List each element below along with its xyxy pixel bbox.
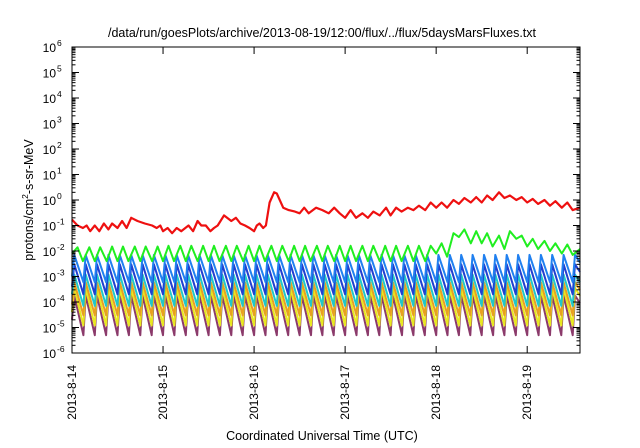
- x-tick-label: 2013-8-15: [156, 365, 170, 420]
- y-axis: 10 -610 -510 -410 -310 -210 -110 010 110 210 310 41…: [43, 38, 580, 361]
- x-tick-label: 2013-8-19: [520, 365, 534, 420]
- series-line-8: [71, 191, 581, 235]
- y-tick-label-base: 10: [43, 41, 57, 55]
- y-tick-label-base: 10: [43, 67, 57, 81]
- y-tick-label-base: 10: [43, 169, 57, 183]
- y-tick-label-exponent: -6: [57, 344, 65, 354]
- y-tick-label: 10: [43, 143, 57, 157]
- y-tick-label-exponent: -3: [57, 268, 65, 278]
- y-tick-label: 10: [43, 92, 57, 106]
- y-tick-label-exponent: -2: [57, 242, 65, 252]
- x-axis: 2013-8-14 2013-8-15 2013-8-16 2013-8-17 2013…: [65, 47, 534, 420]
- x-tick-label: 2013-8-14: [65, 365, 79, 420]
- y-axis-label-suffix: -s-sr-MeV: [22, 139, 36, 195]
- y-tick-label: 10: [43, 245, 57, 259]
- y-tick-label: 10: [43, 67, 57, 81]
- y-tick-label-exponent: 2: [57, 140, 62, 150]
- x-tick-label: 2013-8-16: [247, 365, 261, 420]
- y-tick-label: 10: [43, 194, 57, 208]
- y-tick-label: 10: [43, 169, 57, 183]
- y-tick-label-base: 10: [43, 194, 57, 208]
- y-tick-label-base: 10: [43, 322, 57, 336]
- y-tick-label: 10: [43, 271, 57, 285]
- y-tick-label-exponent: 6: [57, 38, 62, 48]
- y-tick-label-exponent: 0: [57, 191, 62, 201]
- series-line-7: [71, 228, 581, 263]
- y-tick-label-exponent: -4: [57, 293, 65, 303]
- y-tick-label-base: 10: [43, 118, 57, 132]
- chart-title: /data/run/goesPlots/archive/2013-08-19/1…: [108, 26, 537, 40]
- y-tick-label: 10: [43, 296, 57, 310]
- y-tick-label-base: 10: [43, 296, 57, 310]
- y-tick-label-base: 10: [43, 220, 57, 234]
- y-tick-label-exponent: 3: [57, 115, 62, 125]
- y-tick-label-exponent: 5: [57, 64, 62, 74]
- series-layer: [71, 191, 581, 337]
- y-tick-label-exponent: 4: [57, 89, 62, 99]
- y-tick-label-base: 10: [43, 271, 57, 285]
- y-tick-label-base: 10: [43, 143, 57, 157]
- y-tick-label-base: 10: [43, 245, 57, 259]
- y-tick-label: 10: [43, 322, 57, 336]
- y-tick-label-base: 10: [43, 347, 57, 361]
- x-axis-label: Coordinated Universal Time (UTC): [226, 429, 418, 443]
- y-axis-label-superscript: 2: [20, 194, 30, 199]
- y-tick-label: 10: [43, 41, 57, 55]
- y-tick-label-exponent: -5: [57, 319, 65, 329]
- y-tick-label: 10: [43, 118, 57, 132]
- y-axis-label: protons/cm2-s-sr-MeV: [20, 139, 36, 261]
- y-tick-label-exponent: -1: [57, 217, 65, 227]
- y-axis-label-prefix: protons/cm: [22, 199, 36, 261]
- y-tick-label: 10: [43, 220, 57, 234]
- x-tick-label: 2013-8-17: [338, 365, 352, 420]
- y-tick-label: 10: [43, 347, 57, 361]
- y-tick-label-base: 10: [43, 92, 57, 106]
- x-tick-label: 2013-8-18: [429, 365, 443, 420]
- y-tick-label-exponent: 1: [57, 166, 62, 176]
